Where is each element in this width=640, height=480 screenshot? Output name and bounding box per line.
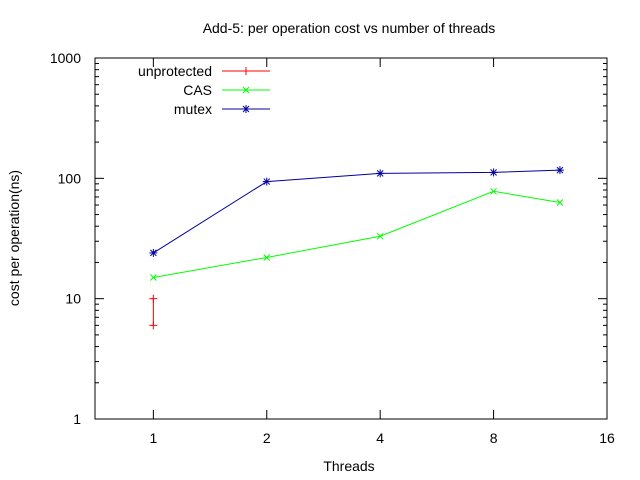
data-point	[150, 274, 157, 281]
y-tick-label: 1	[73, 411, 81, 427]
y-tick-label: 10	[65, 291, 81, 307]
data-point	[263, 254, 271, 261]
data-point	[149, 248, 158, 257]
x-tick-label: 16	[599, 430, 615, 446]
legend: unprotected CAS mutex	[138, 63, 270, 117]
x-tick-label: 8	[490, 430, 498, 446]
data-point	[555, 166, 564, 175]
plot-frame	[94, 57, 608, 420]
series-mutex	[149, 166, 564, 257]
x-tick-label: 2	[263, 430, 271, 446]
data-point	[149, 294, 158, 303]
data-point	[376, 232, 384, 240]
legend-label: CAS	[183, 82, 212, 98]
axes: 1 10 100 1000 1 2 4 8 16	[50, 50, 615, 446]
legend-item-unprotected: unprotected	[138, 63, 270, 79]
legend-label: mutex	[174, 101, 212, 117]
legend-marker	[242, 86, 250, 94]
legend-item-mutex: mutex	[174, 101, 270, 117]
legend-marker	[242, 105, 250, 113]
data-point	[376, 169, 385, 178]
chart-title: Add-5: per operation cost vs number of t…	[203, 20, 496, 36]
series-cas	[150, 187, 564, 281]
x-tick-label: 4	[376, 430, 384, 446]
legend-marker	[242, 67, 250, 75]
data-point	[490, 187, 497, 195]
y-tick-label: 1000	[50, 50, 81, 66]
y-tick-label: 100	[58, 170, 82, 186]
series-unprotected	[149, 294, 158, 330]
x-axis-label: Threads	[323, 458, 374, 474]
data-point	[556, 199, 564, 206]
x-tick-label: 1	[149, 430, 157, 446]
legend-item-cas: CAS	[183, 82, 270, 98]
legend-label: unprotected	[138, 63, 212, 79]
data-point	[262, 177, 271, 186]
series-layer	[149, 166, 564, 330]
data-point	[149, 321, 158, 330]
y-axis-label: cost per operation(ns)	[6, 170, 22, 306]
data-point	[489, 168, 498, 177]
